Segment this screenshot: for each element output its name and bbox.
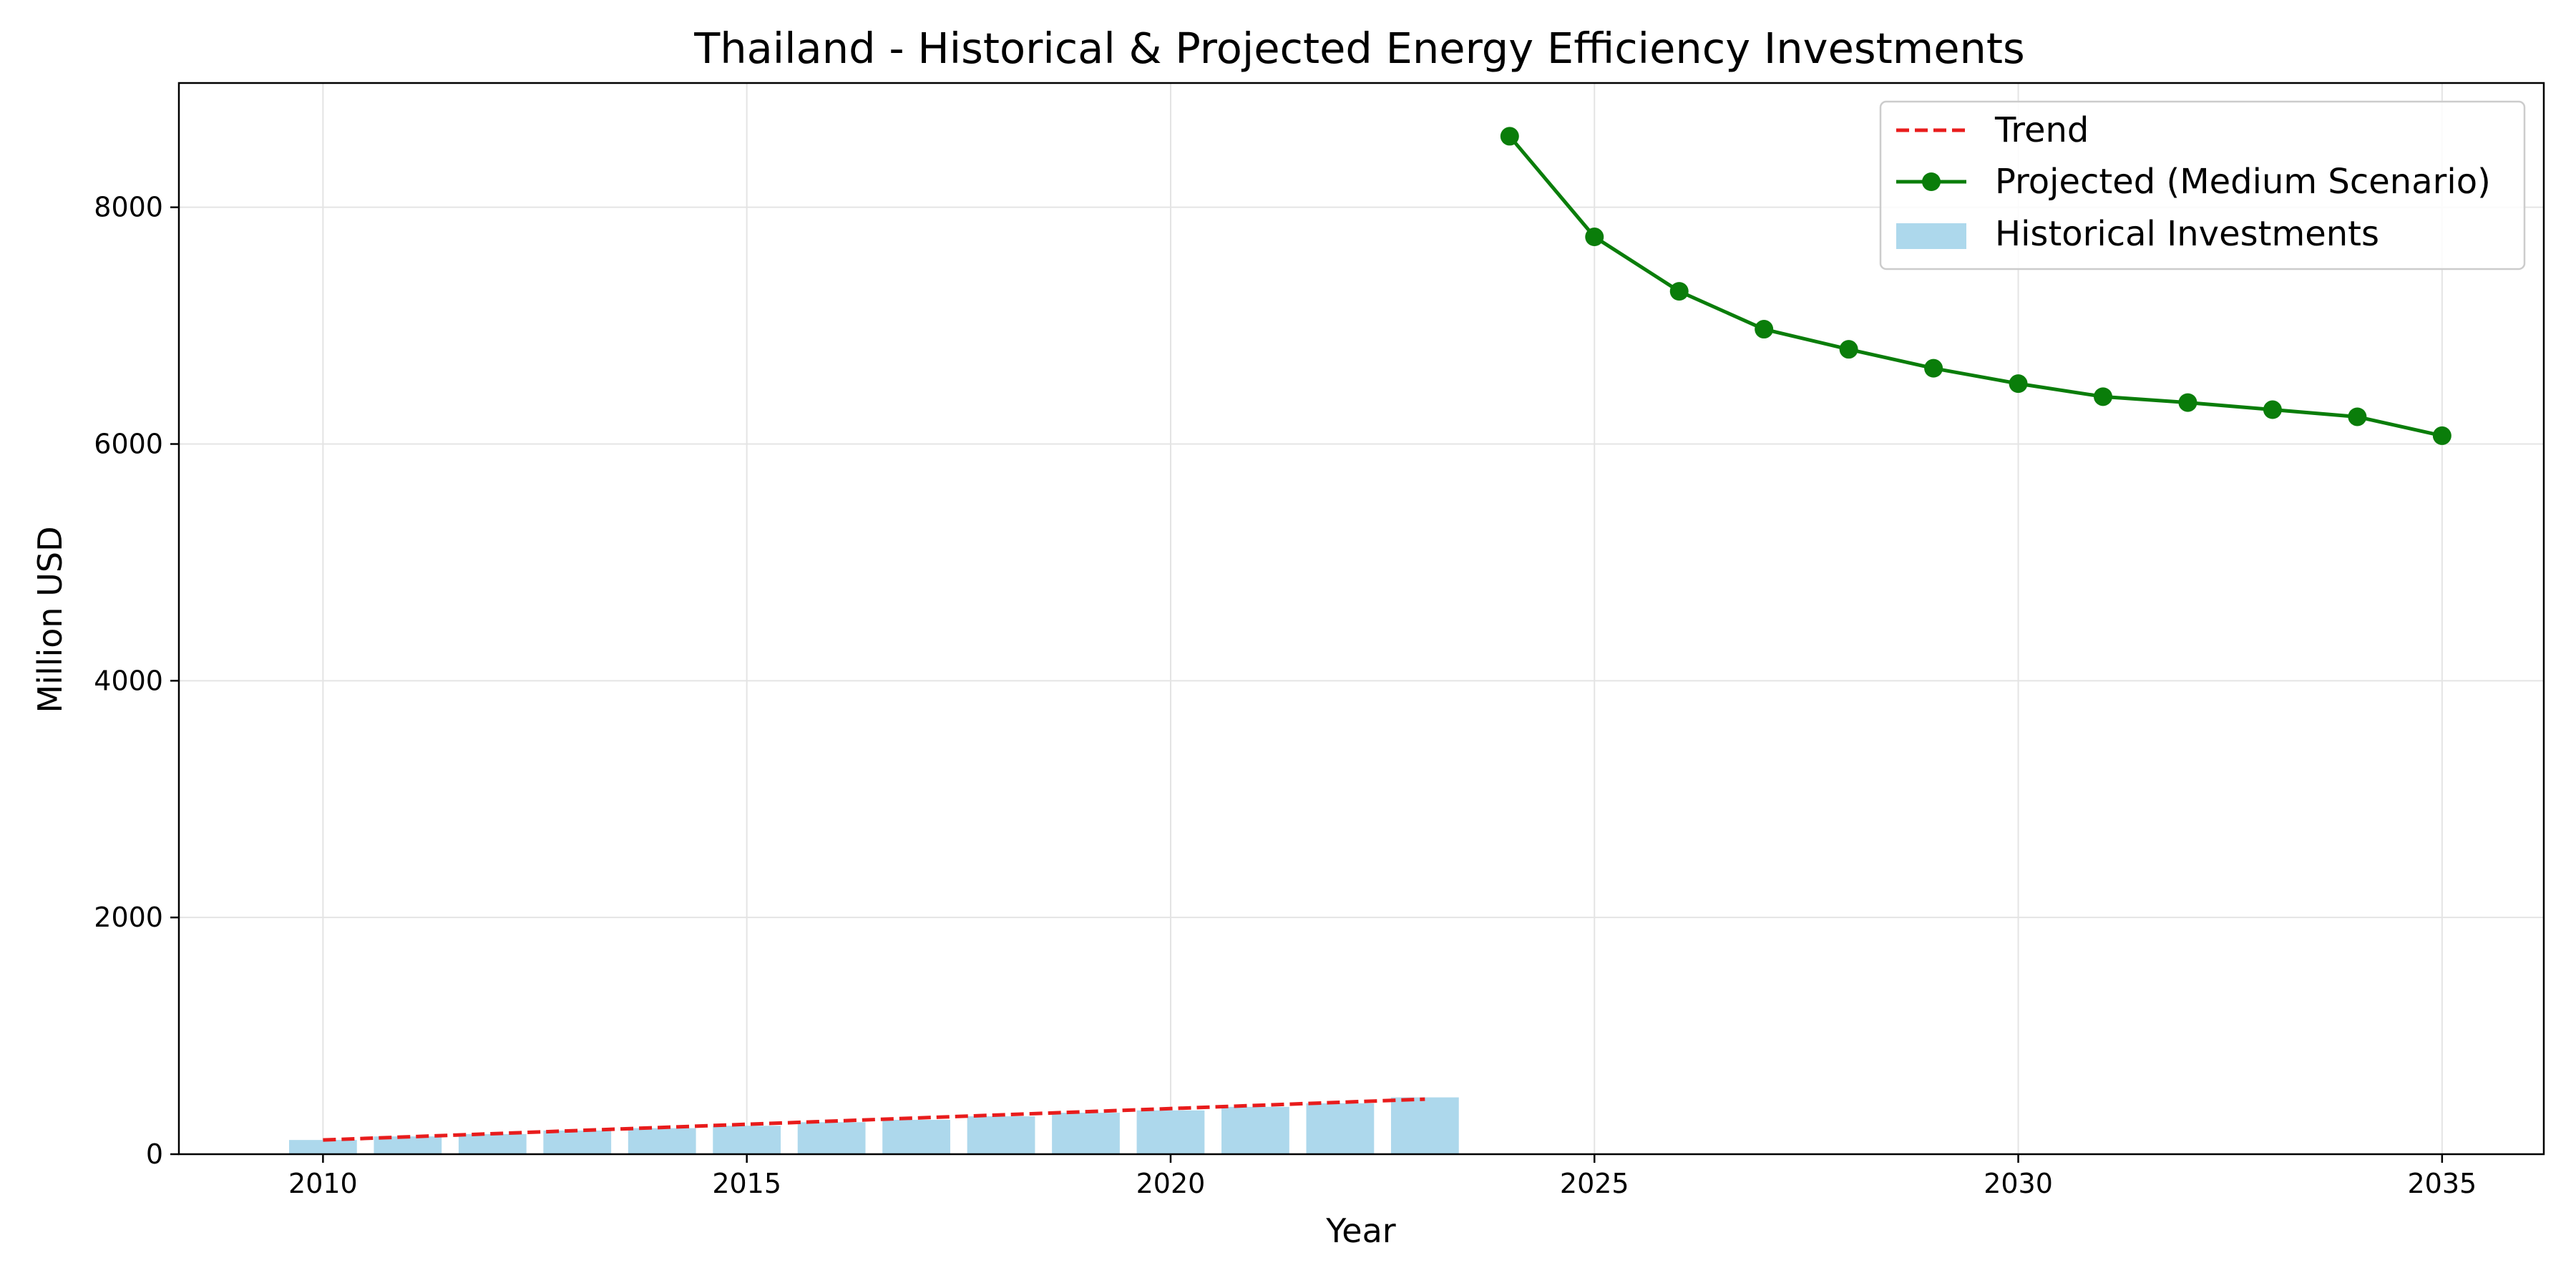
x-tick-label: 2010 [288, 1168, 358, 1199]
legend: Trend Projected (Medium Scenario) Histor… [1879, 100, 2526, 270]
projected-point [2178, 393, 2197, 412]
trend-layer [323, 1097, 1425, 1142]
projected-point [2432, 426, 2451, 445]
projected-point [2094, 387, 2113, 406]
projected-point [1924, 358, 1943, 378]
projected-point [2263, 400, 2282, 419]
historical-bar [543, 1130, 612, 1154]
projected-layer [1500, 127, 2451, 445]
plot-frame [177, 82, 2545, 1156]
historical-bar [1306, 1103, 1375, 1154]
projected-line [1508, 135, 2443, 438]
historical-bar [967, 1116, 1035, 1154]
projected-point [2348, 407, 2367, 426]
projected-point [1585, 228, 1604, 247]
projected-point [1755, 320, 1774, 339]
legend-historical-label: Historical Investments [1995, 214, 2379, 254]
historical-bar [797, 1122, 866, 1154]
x-tick-label: 2015 [712, 1168, 781, 1199]
chart-title: Thailand - Historical & Projected Energy… [693, 24, 2025, 73]
trend-line [323, 1097, 1425, 1142]
legend-trend-label: Trend [1994, 110, 2089, 150]
historical-bar [1221, 1106, 1289, 1154]
historical-bar [458, 1133, 527, 1154]
bars-layer [288, 1097, 1459, 1154]
legend-projected-label: Projected (Medium Scenario) [1995, 162, 2491, 202]
y-tick-label: 6000 [94, 429, 163, 460]
projected-point [2009, 374, 2028, 394]
historical-bar [288, 1140, 357, 1154]
historical-bar [628, 1128, 696, 1154]
x-tick-label: 2030 [1984, 1168, 2053, 1199]
y-tick-label: 4000 [94, 665, 163, 696]
y-tick-label: 8000 [94, 192, 163, 223]
x-axis-label: Year [1325, 1211, 1395, 1250]
legend-box [1879, 100, 2526, 270]
legend-historical-swatch [1896, 223, 1966, 249]
y-tick-label: 0 [146, 1138, 163, 1170]
historical-bar [713, 1126, 781, 1154]
x-axis-ticks: 2010 2015 2020 2025 2030 2035 [288, 1154, 2477, 1199]
legend-projected-marker [1922, 172, 1941, 191]
x-tick-label: 2020 [1136, 1168, 1206, 1199]
x-tick-label: 2025 [1560, 1168, 1629, 1199]
historical-bar [882, 1120, 950, 1154]
projected-point [1500, 127, 1519, 146]
historical-bar [1136, 1110, 1205, 1154]
y-axis-ticks: 0 2000 4000 6000 8000 [94, 192, 179, 1170]
historical-bar [1052, 1113, 1120, 1154]
projected-point [1669, 282, 1689, 301]
y-axis-label: Million USD [31, 526, 69, 713]
y-tick-label: 2000 [94, 902, 163, 933]
x-tick-label: 2035 [2407, 1168, 2477, 1199]
historical-bar [1390, 1097, 1459, 1154]
projected-point [1839, 340, 1858, 359]
